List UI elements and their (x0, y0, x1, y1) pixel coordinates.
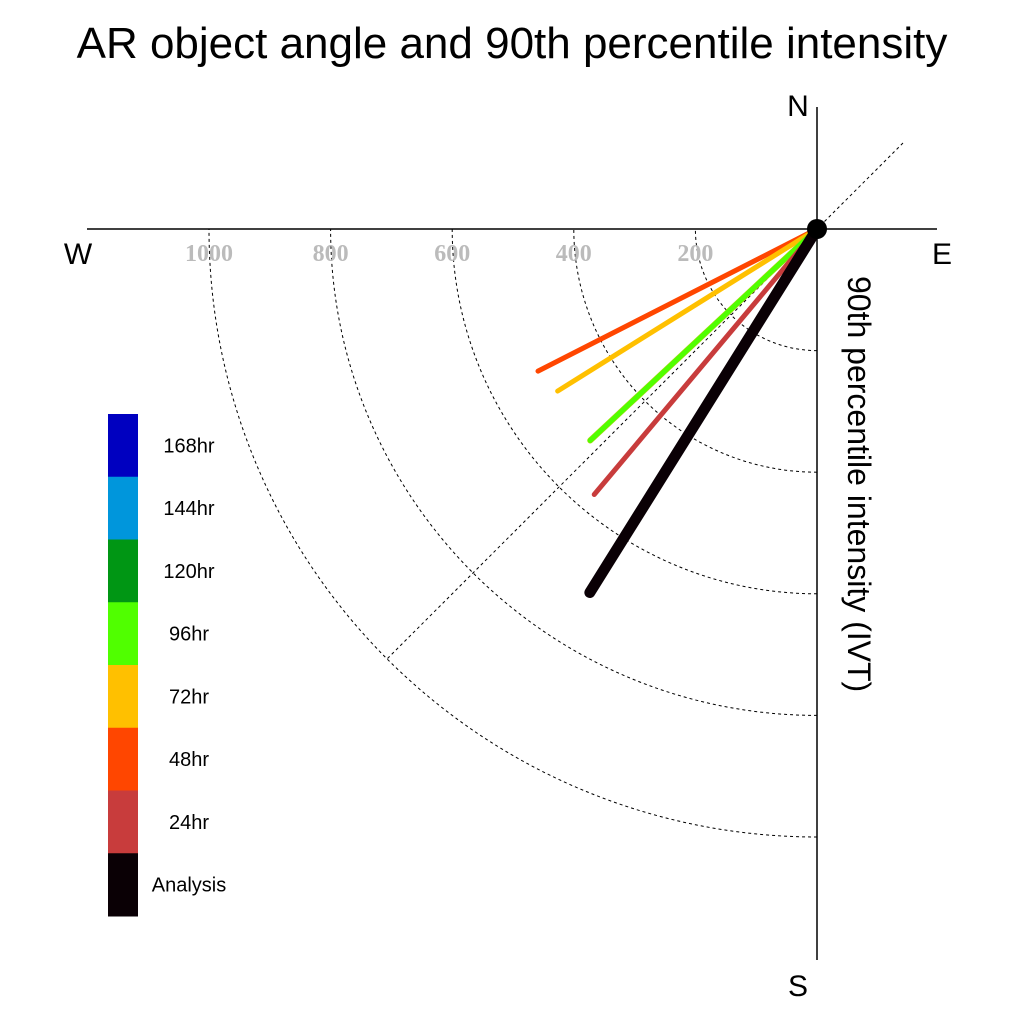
legend-swatch (108, 853, 138, 917)
series-lines (535, 223, 823, 599)
north-label: N (787, 90, 809, 123)
south-label: S (788, 970, 808, 1003)
legend-label: 96hr (169, 624, 209, 646)
legend-swatch (108, 414, 138, 478)
origin-marker (807, 219, 827, 239)
legend-swatch (108, 476, 138, 540)
grid-arc (694, 228, 818, 352)
legend-label: 168hr (163, 435, 214, 457)
legend-label: 24hr (169, 812, 209, 834)
legend-swatch (108, 539, 138, 603)
grid-arc (573, 228, 818, 473)
legend-label: 48hr (169, 749, 209, 771)
radial-tick-label: 800 (313, 241, 349, 267)
series-line (555, 226, 820, 394)
legend-label: 120hr (163, 561, 214, 583)
legend-label: Analysis (152, 875, 226, 897)
radial-tick-label: 200 (677, 241, 713, 267)
radial-tick-label: 400 (556, 241, 592, 267)
legend-swatch (108, 602, 138, 666)
radial-tick-labels: 200 400 600 800 1000 (185, 241, 713, 267)
radial-tick-label: 1000 (185, 241, 233, 267)
legend-label: 72hr (169, 686, 209, 708)
series-line (535, 226, 820, 374)
grid-arc (208, 228, 818, 838)
legend-swatch (108, 790, 138, 854)
east-label: E (932, 238, 952, 271)
legend-label: 144hr (163, 498, 214, 520)
y-axis-label: 90th percentile intensity (IVT) (841, 276, 877, 692)
grid-arc (451, 228, 818, 595)
diagonal-reference-line (386, 142, 904, 660)
color-legend: 168hr 144hr 120hr 96hr 72hr 48hr 24hr Analysis (108, 414, 226, 917)
series-line (587, 226, 820, 443)
grid-arc (330, 228, 818, 716)
west-label: W (64, 238, 93, 271)
radial-tick-label: 600 (434, 241, 470, 267)
series-line (584, 223, 823, 599)
chart-title: AR object angle and 90th percentile inte… (77, 19, 948, 68)
legend-swatch (108, 665, 138, 729)
legend-swatch (108, 727, 138, 791)
series-line (591, 226, 820, 497)
